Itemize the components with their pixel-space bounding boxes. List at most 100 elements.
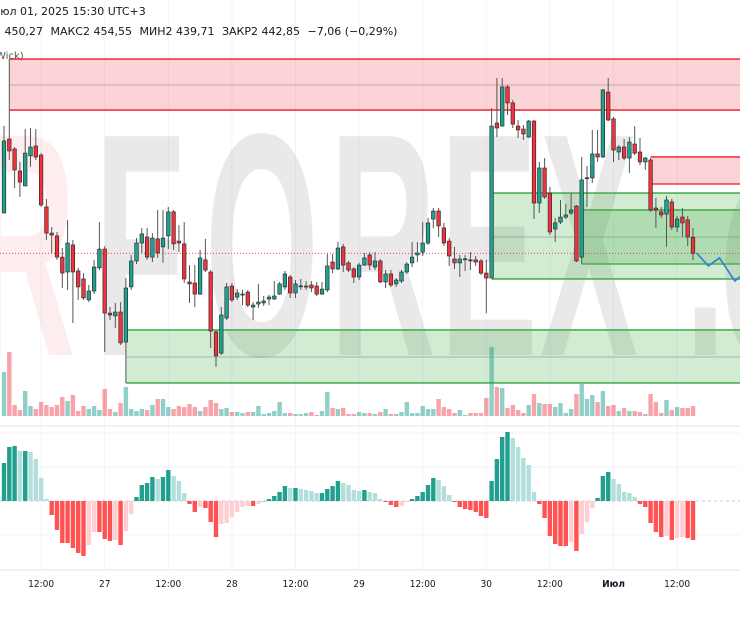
candle-up xyxy=(664,199,669,215)
volume-bar xyxy=(420,406,425,416)
candle-up xyxy=(616,146,621,153)
histogram-bar xyxy=(452,501,457,502)
volume-bar xyxy=(256,406,261,416)
candle-down xyxy=(685,219,690,238)
histogram-bar xyxy=(150,477,155,501)
candle-down xyxy=(653,207,658,211)
histogram-bar xyxy=(208,501,213,522)
candle-down xyxy=(107,312,113,316)
time-axis-label: 12:00 xyxy=(537,579,563,590)
volume-bar xyxy=(494,387,500,416)
watermark-letter: R xyxy=(330,68,436,423)
candle-up xyxy=(399,271,404,282)
volume-bar xyxy=(325,392,330,416)
histogram-bar xyxy=(383,501,388,502)
histogram-bar xyxy=(685,501,690,538)
candle-up xyxy=(235,292,240,298)
volume-bar xyxy=(341,408,346,416)
volume-bar xyxy=(484,398,489,416)
volume-bar xyxy=(542,404,547,416)
histogram-bar xyxy=(250,501,256,506)
histogram-bar xyxy=(129,501,134,514)
histogram-bar xyxy=(409,499,415,501)
candle-up xyxy=(394,279,399,285)
volume-bar xyxy=(261,414,266,416)
watermark-letter: E xyxy=(440,68,538,423)
volume-bar xyxy=(394,414,399,416)
volume-bar xyxy=(17,410,23,416)
volume-bar xyxy=(107,409,113,416)
candle-down xyxy=(351,268,356,278)
candle-up xyxy=(563,214,568,218)
volume-bar xyxy=(659,413,664,416)
histogram-bar xyxy=(160,477,166,501)
candle-up xyxy=(526,120,531,138)
histogram-bar xyxy=(182,493,187,501)
volume-bar xyxy=(500,388,505,416)
time-axis-label: 12:00 xyxy=(283,579,309,590)
histogram-bar xyxy=(256,501,261,504)
candle-down xyxy=(288,276,293,294)
histogram-bar xyxy=(500,437,505,501)
histogram-bar xyxy=(537,501,542,504)
histogram-bar xyxy=(388,501,394,505)
volume-bar xyxy=(97,410,102,416)
time-axis[interactable]: 12:00 27 12:00 28 12:00 29 12:00 30 12:00 Июл 12:0… xyxy=(28,579,690,590)
candle-up xyxy=(129,260,134,288)
histogram-bar xyxy=(139,485,144,501)
histogram-bar xyxy=(632,497,637,501)
candle-up xyxy=(457,258,462,264)
histogram-bar xyxy=(394,501,399,507)
volume-bar xyxy=(272,411,277,416)
histogram-bar xyxy=(107,501,113,541)
candle-down xyxy=(542,167,547,198)
volume-bar xyxy=(579,384,584,416)
histogram-bar xyxy=(282,486,288,501)
histogram-bar xyxy=(155,479,160,501)
candle-down xyxy=(659,211,664,216)
forecast-line xyxy=(696,252,740,283)
candle-up xyxy=(1,140,7,214)
volume-bar xyxy=(187,404,192,416)
candle-down xyxy=(192,282,197,295)
histogram-bar xyxy=(547,501,553,536)
volume-bar xyxy=(409,413,415,416)
histogram-bar xyxy=(462,501,468,509)
volume-bar xyxy=(526,405,531,416)
volume-bar xyxy=(129,409,134,416)
volume-bar xyxy=(208,400,213,416)
low-label: МИН xyxy=(139,25,166,38)
volume-bar xyxy=(664,400,669,416)
time-axis-label: 12:00 xyxy=(664,579,690,590)
histogram-bar xyxy=(134,497,139,501)
histogram-bar xyxy=(489,481,494,501)
histogram-bar xyxy=(568,501,574,542)
volume-bar xyxy=(447,409,452,416)
candle-down xyxy=(468,259,473,262)
volume-bar xyxy=(192,407,197,416)
time-axis-label: 27 xyxy=(99,579,110,590)
candle-down xyxy=(515,125,521,131)
histogram-bar xyxy=(510,438,515,501)
candle-down xyxy=(309,284,314,289)
candle-up xyxy=(553,222,558,230)
candle-down xyxy=(176,240,182,244)
histogram-bar xyxy=(12,446,17,501)
histogram-bar xyxy=(261,501,266,502)
volume-bar xyxy=(219,409,224,416)
candle-down xyxy=(441,227,447,244)
candle-up xyxy=(28,146,33,157)
oscillator-histogram xyxy=(0,432,740,556)
indicator-label[interactable]: Wick) xyxy=(0,51,24,62)
candle-up xyxy=(113,311,118,317)
candle-down xyxy=(574,205,579,262)
histogram-bar xyxy=(44,499,49,501)
histogram-bar xyxy=(203,501,208,508)
histogram-bar xyxy=(325,489,330,501)
histogram-bar xyxy=(643,501,648,507)
candle-down xyxy=(531,120,537,204)
volume-bar xyxy=(627,411,632,416)
candle-down xyxy=(637,151,643,163)
supply-zone xyxy=(650,156,740,184)
